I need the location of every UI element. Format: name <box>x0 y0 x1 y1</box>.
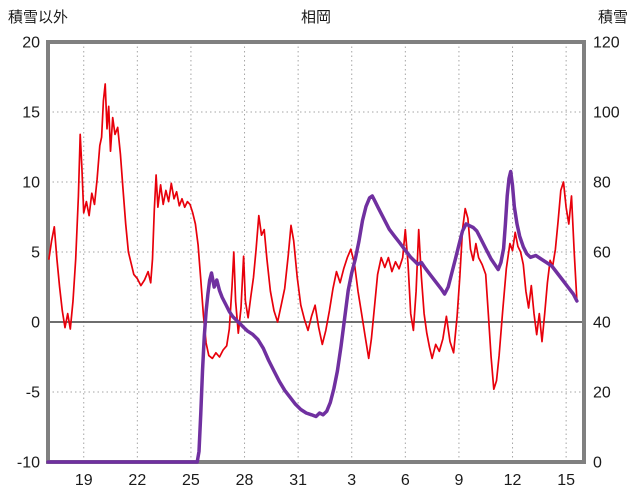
x-tick-label: 25 <box>182 472 200 489</box>
right-tick-label: 0 <box>593 455 602 472</box>
series-line-1 <box>46 169 579 464</box>
right-tick-label: 120 <box>593 35 620 52</box>
series-line-0 <box>48 83 578 391</box>
x-tick-label: 12 <box>504 472 522 489</box>
x-tick-label: 31 <box>289 472 307 489</box>
x-tick-label: 15 <box>557 472 575 489</box>
x-tick-label: 9 <box>454 472 463 489</box>
right-tick-label: 60 <box>593 245 611 262</box>
x-tick-label: 22 <box>128 472 146 489</box>
right-tick-label: 40 <box>593 315 611 332</box>
right-tick-label: 20 <box>593 385 611 402</box>
right-tick-label: 80 <box>593 175 611 192</box>
chart-title: 相岡 <box>300 9 332 26</box>
right-axis-title: 積雪 <box>597 9 628 26</box>
left-tick-label: 0 <box>31 315 40 332</box>
left-tick-label: 15 <box>22 105 40 122</box>
left-tick-label: -10 <box>17 455 40 472</box>
x-tick-label: 3 <box>347 472 356 489</box>
x-tick-label: 19 <box>75 472 93 489</box>
left-tick-label: 10 <box>22 175 40 192</box>
plot-border <box>46 40 586 464</box>
left-axis-title: 積雪以外 <box>8 9 69 26</box>
x-tick-label: 28 <box>236 472 254 489</box>
x-tick-label: 6 <box>401 472 410 489</box>
left-tick-label: 5 <box>31 245 40 262</box>
left-tick-label: -5 <box>26 385 40 402</box>
left-tick-label: 20 <box>22 35 40 52</box>
right-tick-label: 100 <box>593 105 620 122</box>
